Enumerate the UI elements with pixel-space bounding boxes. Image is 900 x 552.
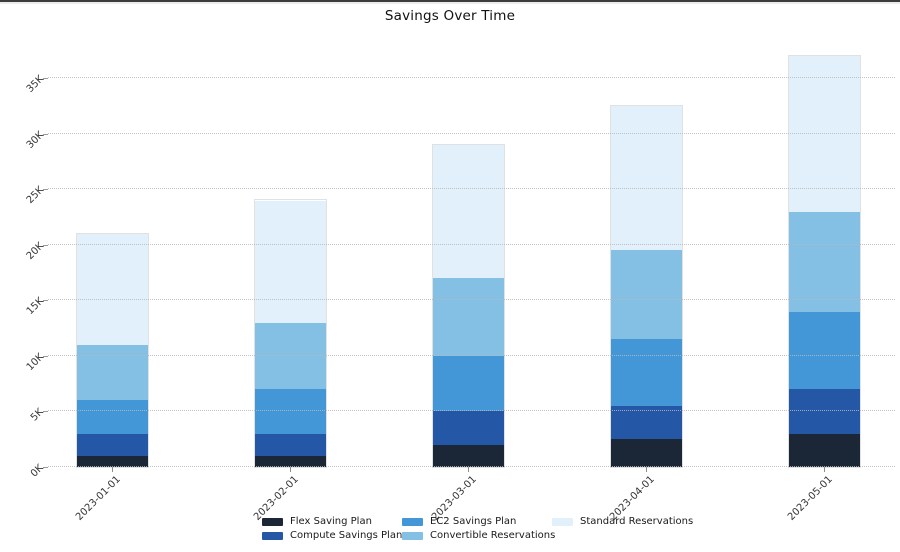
y-tick-label: 10K (24, 351, 46, 373)
legend-label: Flex Saving Plan (290, 516, 372, 527)
y-axis-tick (43, 189, 48, 191)
y-axis-tick (43, 78, 48, 80)
x-axis-tick (290, 467, 291, 472)
y-tick-label: 35K (24, 73, 46, 96)
bar-segment-convertible-reservations (254, 322, 326, 390)
bar-2023-04-01 (610, 106, 682, 467)
bar-segment-flex-saving-plan (788, 433, 860, 467)
window-top-border (0, 0, 900, 2)
plot-area (48, 45, 895, 467)
legend-swatch (262, 517, 283, 526)
bar-segment-standard-reservations (76, 233, 148, 345)
y-tick-label: 30K (24, 129, 46, 151)
bar-segment-compute-savings-plan (254, 433, 326, 456)
bar-segment-convertible-reservations (76, 344, 148, 401)
y-axis-tick (43, 411, 48, 413)
bar-segment-convertible-reservations (610, 250, 682, 340)
legend-item-flex-saving-plan: Flex Saving Plan (262, 515, 372, 528)
legend-swatch (262, 531, 283, 540)
bar-segment-standard-reservations (610, 106, 682, 251)
bar-2023-02-01 (254, 200, 326, 467)
bar-segment-compute-savings-plan (76, 433, 148, 456)
y-axis-tick (43, 300, 48, 302)
legend-label: Standard Reservations (580, 516, 694, 527)
bar-segment-standard-reservations (254, 200, 326, 323)
y-tick-label: 5K (28, 407, 46, 424)
bar-segment-ec2-savings-plan (788, 311, 860, 390)
y-axis-tick (43, 133, 48, 135)
legend-item-convertible-reservations: Convertible Reservations (402, 529, 555, 542)
x-axis-tick (112, 467, 113, 472)
window-top-border-shade (0, 2, 900, 4)
x-axis-tick (824, 467, 825, 472)
bar-2023-05-01 (788, 56, 860, 467)
legend-swatch (402, 517, 423, 526)
x-axis-tick (646, 467, 647, 472)
y-axis-tick (43, 467, 48, 468)
gridline-30K (48, 132, 895, 134)
bar-segment-flex-saving-plan (432, 444, 504, 467)
bar-segment-flex-saving-plan (610, 439, 682, 467)
y-tick-label: 0K (28, 462, 46, 480)
gridline-35K (48, 77, 895, 79)
bar-segment-ec2-savings-plan (254, 389, 326, 434)
y-tick-label: 20K (24, 240, 46, 262)
x-axis-tick (468, 467, 469, 472)
x-tick-label: 2023-01-01 (73, 474, 123, 523)
bar-segment-ec2-savings-plan (76, 400, 148, 434)
chart-title: Savings Over Time (384, 8, 516, 24)
x-tick-label: 2023-02-01 (251, 474, 301, 523)
y-axis-tick (43, 244, 48, 246)
bar-segment-compute-savings-plan (610, 405, 682, 440)
bar-segment-convertible-reservations (432, 278, 504, 356)
bar-segment-flex-saving-plan (76, 455, 148, 467)
bar-2023-03-01 (432, 144, 504, 467)
y-tick-label: 15K (24, 296, 46, 318)
legend-label: Convertible Reservations (430, 530, 556, 541)
legend-item-standard-reservations: Standard Reservations (552, 515, 693, 528)
x-tick-label: 2023-05-01 (785, 474, 835, 523)
x-tick-label: 2023-04-01 (607, 474, 657, 523)
bar-2023-01-01 (76, 233, 148, 467)
legend-item-compute-savings-plan: Compute Savings Plan (262, 529, 402, 542)
y-axis-tick (43, 355, 48, 357)
bar-segment-flex-saving-plan (254, 455, 326, 467)
bar-segment-compute-savings-plan (432, 411, 504, 445)
bar-segment-standard-reservations (788, 56, 860, 212)
bar-segment-ec2-savings-plan (610, 339, 682, 406)
bar-segment-convertible-reservations (788, 211, 860, 312)
y-tick-label: 25K (24, 184, 46, 207)
bar-segment-standard-reservations (432, 144, 504, 279)
bar-segment-ec2-savings-plan (432, 355, 504, 412)
x-tick-label: 2023-03-01 (429, 474, 479, 523)
bar-segment-compute-savings-plan (788, 389, 860, 434)
legend-swatch (402, 531, 423, 540)
legend-swatch (552, 517, 573, 526)
legend-label: Compute Savings Plan (290, 530, 403, 541)
legend-item-ec2-savings-plan: EC2 Savings Plan (402, 515, 516, 528)
